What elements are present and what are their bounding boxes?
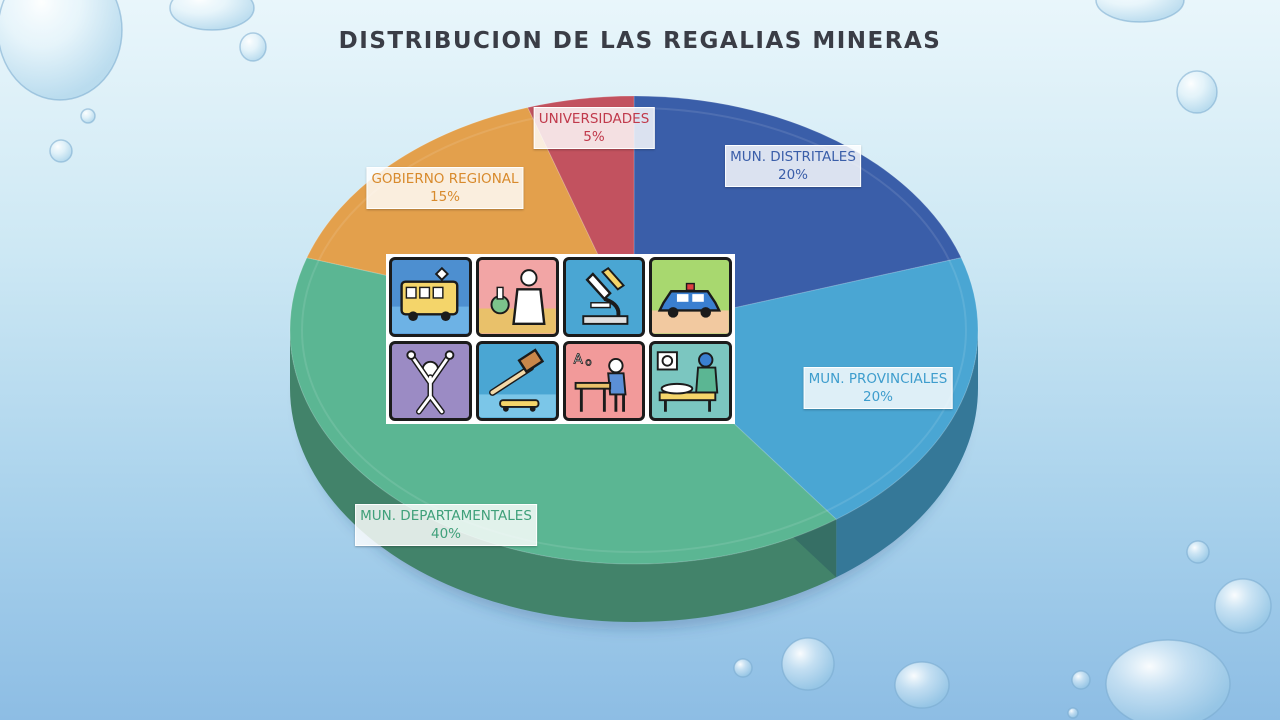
water-drop (894, 661, 950, 709)
water-drop (1105, 639, 1231, 720)
slice-label-mun-provinciales: MUN. PROVINCIALES 20% (803, 367, 953, 409)
water-drop (80, 108, 96, 124)
slice-label-value: 20% (862, 389, 894, 405)
slice-label-name: MUN. DEPARTAMENTALES (360, 508, 532, 524)
slice-label-name: MUN. PROVINCIALES (808, 371, 948, 387)
slice-label-value: 20% (777, 167, 809, 183)
water-drop (1214, 578, 1272, 634)
police-car-icon (649, 257, 732, 337)
water-drop (1186, 540, 1210, 564)
doctor-patient-icon (649, 341, 732, 421)
scientist-icon (475, 257, 559, 337)
microscope-icon (562, 257, 646, 337)
water-drop (49, 139, 73, 163)
slice-label-name: UNIVERSIDADES (538, 111, 650, 127)
slide-title: DISTRIBUCION DE LAS REGALIAS MINERAS (338, 28, 942, 54)
slice-label-mun-distritales: MUN. DISTRITALES 20% (725, 145, 861, 187)
slice-label-gobierno-regional: GOBIERNO REGIONAL 15% (366, 167, 524, 209)
slice-label-name: MUN. DISTRITALES (730, 149, 856, 165)
pie-side-mun-departamentales (290, 330, 837, 622)
water-drop (1176, 70, 1218, 114)
water-drop (0, 0, 123, 101)
slice-label-value: 5% (583, 129, 605, 145)
svg-text:o: o (585, 357, 591, 369)
water-drop (1071, 670, 1091, 690)
water-drop (1095, 0, 1185, 23)
slice-label-value: 40% (430, 526, 461, 542)
slice-label-universidades: UNIVERSIDADES 5% (533, 107, 655, 149)
water-drop (733, 658, 753, 678)
water-drop (1067, 707, 1079, 719)
slice-label-value: 15% (429, 189, 460, 205)
gavel-icon (475, 341, 559, 421)
slice-label-mun-departamentales: MUN. DEPARTAMENTALES 40% (355, 504, 537, 546)
pie-side-mun-provinciales (836, 330, 978, 578)
water-drop (239, 32, 267, 62)
water-drop (169, 0, 255, 31)
athlete-icon (389, 341, 472, 421)
svg-text:A: A (573, 353, 583, 368)
bus-icon (389, 257, 472, 337)
slice-label-name: GOBIERNO REGIONAL (371, 171, 519, 187)
water-drop (781, 637, 835, 691)
